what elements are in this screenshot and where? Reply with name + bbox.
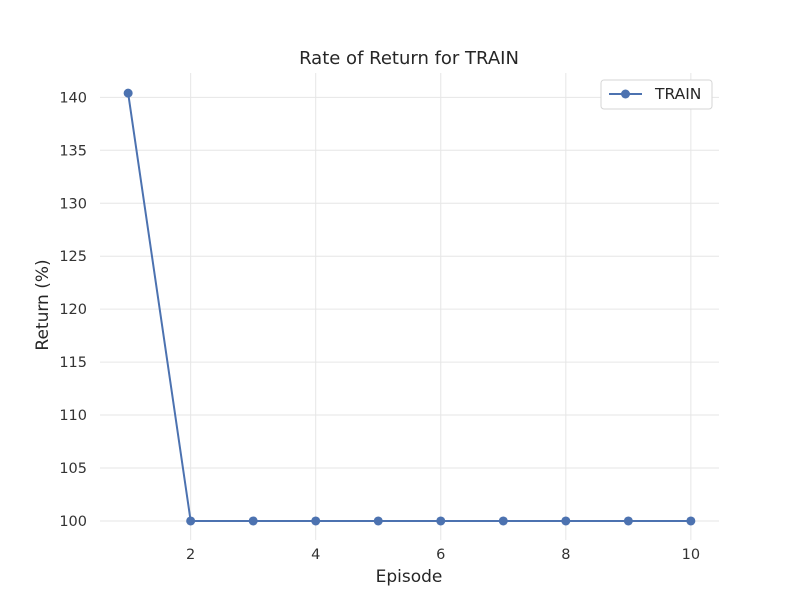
- series-layer: [123, 88, 696, 526]
- data-point: [436, 516, 446, 526]
- y-axis-label: Return (%): [33, 259, 53, 350]
- y-tick-label: 120: [59, 302, 87, 318]
- legend-box: [600, 79, 713, 110]
- x-tick-label: 4: [311, 547, 320, 563]
- data-point: [623, 516, 633, 526]
- x-axis-ticks: 2 4 6 8 10: [186, 547, 700, 563]
- y-tick-label: 135: [59, 143, 87, 159]
- y-tick-label: 125: [59, 249, 87, 265]
- y-tick-label: 110: [59, 408, 87, 424]
- x-tick-label: 6: [436, 547, 445, 563]
- y-tick-label: 100: [59, 514, 87, 530]
- x-axis-label: Episode: [376, 567, 443, 587]
- data-point: [123, 88, 133, 98]
- grid-lines: [100, 73, 719, 540]
- data-point: [311, 516, 321, 526]
- legend-label-train: TRAIN: [654, 85, 701, 103]
- y-tick-label: 115: [59, 355, 87, 371]
- series-line-train: [127, 92, 691, 522]
- y-tick-label: 140: [59, 90, 87, 106]
- x-tick-label: 8: [561, 547, 570, 563]
- data-point: [686, 516, 696, 526]
- x-tick-label: 10: [682, 547, 700, 563]
- data-point: [248, 516, 258, 526]
- data-point: [498, 516, 508, 526]
- data-point: [561, 516, 571, 526]
- legend-marker-swatch: [621, 89, 630, 99]
- x-tick-label: 2: [186, 547, 195, 563]
- chart-title: Rate of Return for TRAIN: [299, 48, 519, 69]
- legend: TRAIN: [600, 79, 713, 110]
- data-point: [186, 516, 196, 526]
- y-axis-ticks: 100 105 110 115 120 125 130 135 140: [59, 90, 87, 530]
- y-tick-label: 130: [59, 196, 87, 212]
- data-point: [373, 516, 383, 526]
- y-tick-label: 105: [59, 461, 87, 477]
